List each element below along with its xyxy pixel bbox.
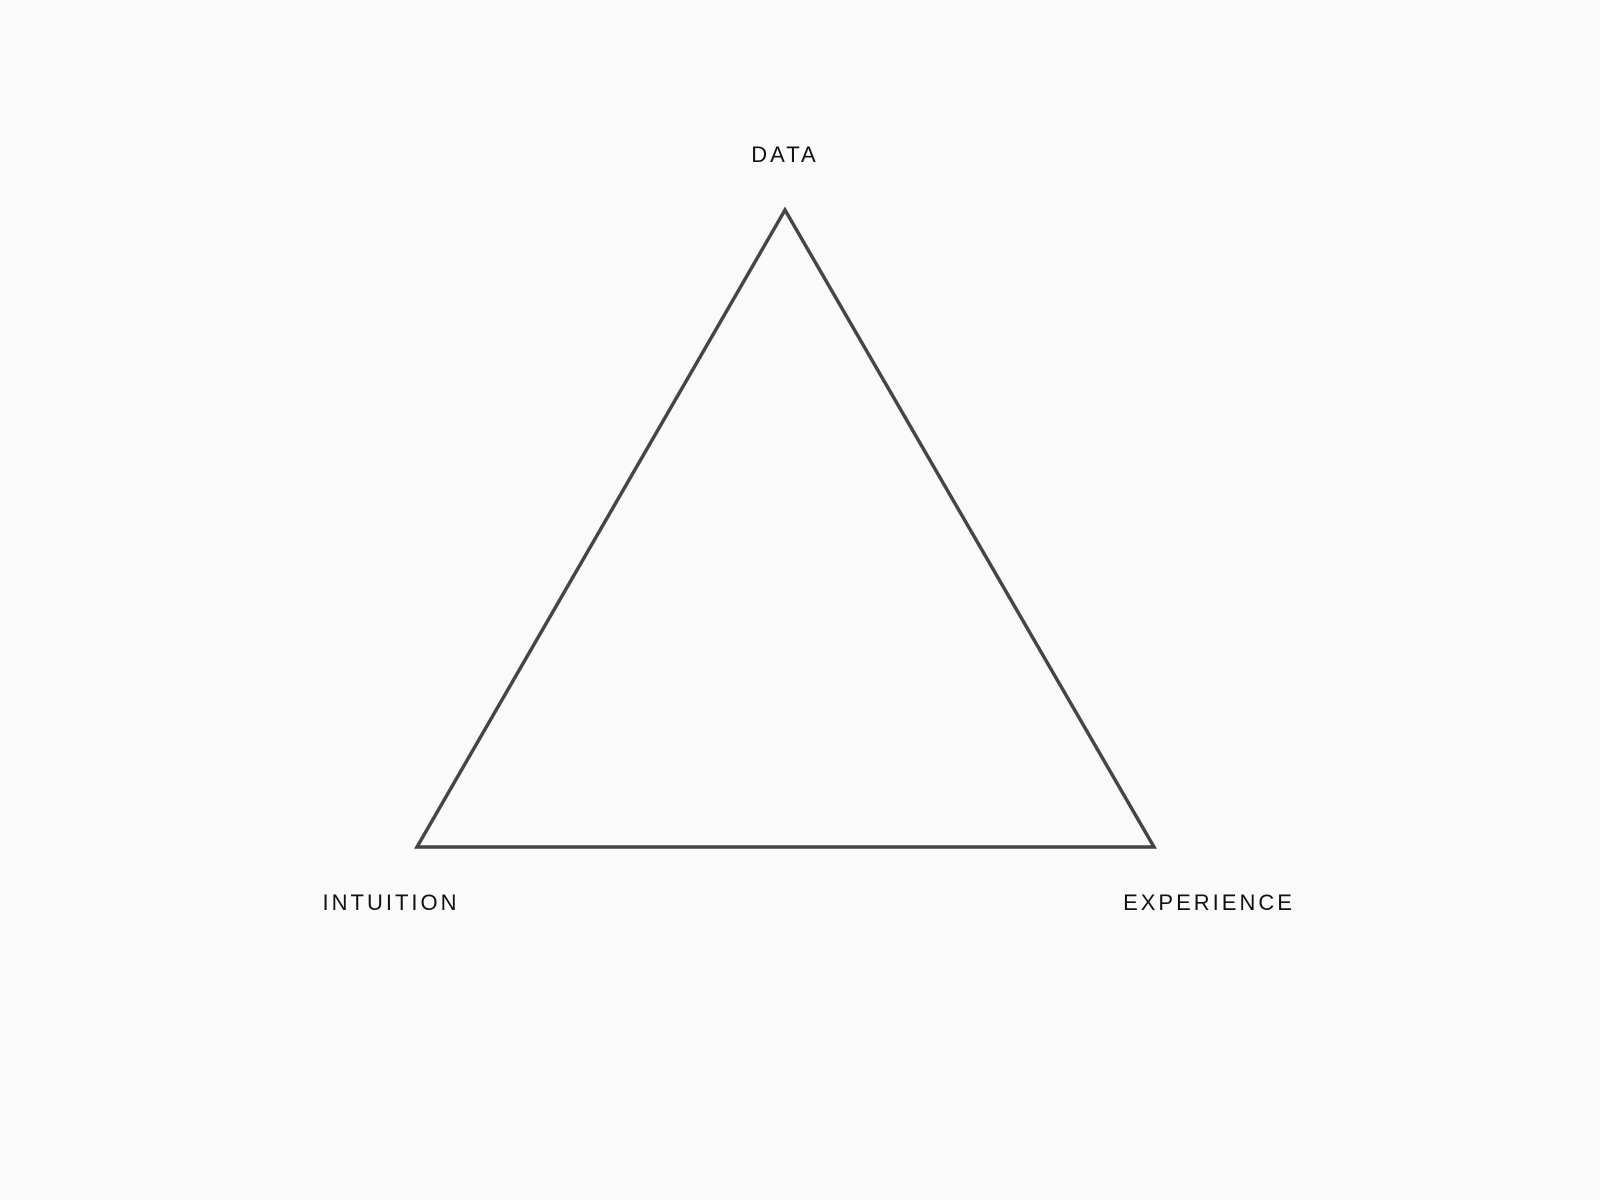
vertex-label-experience: EXPERIENCE — [1123, 890, 1295, 915]
vertex-label-intuition: INTUITION — [322, 890, 460, 915]
vertex-label-data: DATA — [751, 142, 819, 167]
triangle-outline — [413, 206, 1158, 849]
